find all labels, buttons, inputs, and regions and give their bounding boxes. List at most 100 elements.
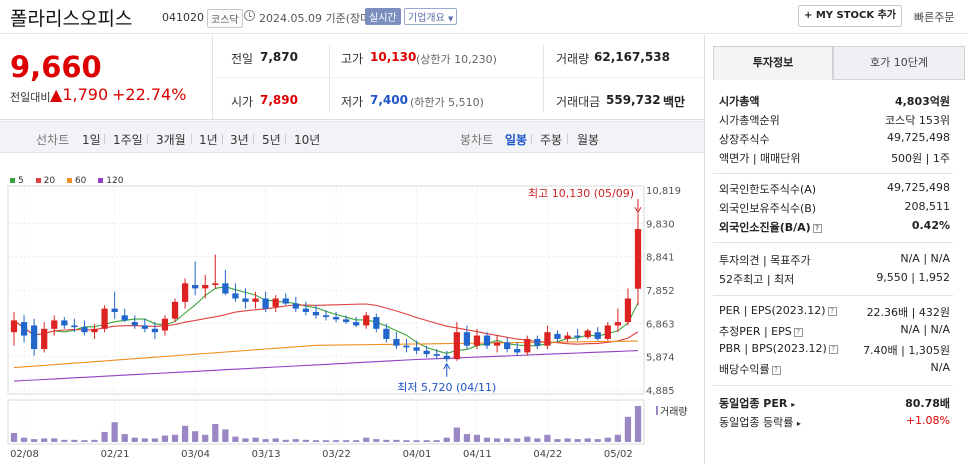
volume-bar (272, 438, 279, 442)
candle-body (192, 285, 199, 289)
x-tick-label: 02/21 (101, 449, 130, 460)
divider (147, 134, 148, 144)
volume-bar (564, 438, 571, 442)
info-row: PBR | BPS(2023.12)? 7.40배 | 1,305원 (713, 340, 953, 359)
volume-bar (574, 439, 581, 442)
volume-bar (493, 438, 501, 442)
legend-swatch (35, 178, 41, 183)
x-tick-label: 04/22 (533, 449, 562, 460)
volume-bar (554, 439, 561, 442)
volume-bar (151, 438, 159, 442)
volume-bar (161, 435, 169, 442)
tab-monthly[interactable]: 월봉 (577, 133, 600, 147)
opinion-value: N/A | N/A (900, 252, 950, 265)
volume-label: 거래량 (660, 406, 688, 418)
market-cap-label: 시가총액 (719, 95, 760, 108)
volume-bar (222, 429, 229, 442)
candle-body (504, 342, 511, 350)
est-per-value: N/A | N/A (900, 323, 950, 336)
stats-divider (543, 45, 544, 113)
up-triangle-icon: ▲ (50, 85, 63, 104)
high-label: 고가 (341, 52, 364, 66)
help-icon[interactable]: ? (793, 327, 803, 337)
tab-order-book[interactable]: 호가 10단계 (833, 46, 965, 80)
per-label: PER | EPS(2023.12)? (719, 304, 837, 317)
market-badge: 코스닥 (207, 9, 243, 28)
help-icon[interactable]: ? (771, 365, 781, 375)
date-basis: 2024.05.09 기준(장마감) (259, 12, 385, 25)
candle-body (343, 319, 350, 323)
candle-body (151, 328, 159, 333)
candle-body (524, 338, 531, 353)
help-icon[interactable]: ? (828, 344, 838, 354)
legend-swatch (66, 178, 72, 183)
help-icon[interactable]: ? (812, 223, 822, 233)
info-row: 외국인보유주식수(B) 208,511 (713, 198, 953, 217)
arrow-up-icon (443, 362, 451, 370)
tab-1w[interactable]: 1주일 (113, 133, 143, 147)
tab-5y[interactable]: 5년 (262, 133, 281, 147)
legend-swatch (10, 178, 15, 183)
week52-value: 9,550 | 1,952 (876, 271, 950, 284)
tab-weekly[interactable]: 주봉 (540, 133, 563, 147)
sector-change-value: +1.08% (905, 414, 950, 427)
ma-line-20 (13, 303, 639, 345)
volume-bar (181, 425, 189, 442)
face-value-value: 500원 | 1주 (891, 152, 950, 165)
tab-3m[interactable]: 3개월 (156, 133, 186, 147)
info-row: PER | EPS(2023.12)? 22.36배 | 432원 (713, 302, 953, 321)
stats-row-divider (214, 77, 704, 78)
volume-bar (302, 439, 309, 442)
stock-header: 폴라리스오피스 041020 코스닥 2024.05.09 기준(장마감) 실시… (0, 0, 968, 34)
divider (713, 173, 953, 174)
quick-order-link[interactable]: 빠른주문 (914, 11, 955, 24)
volume-bar (322, 440, 330, 442)
tab-1d[interactable]: 1일 (82, 133, 101, 147)
volume-bar (121, 434, 128, 442)
div-label: 배당수익률? (719, 361, 781, 377)
candle-body (302, 308, 309, 312)
foreign-limit-label: 외국인한도주식수(A) (719, 183, 817, 196)
tab-invest-info[interactable]: 투자정보 (713, 46, 833, 80)
tab-10y[interactable]: 10년 (294, 133, 321, 147)
y-tick-label: 4,885 (646, 386, 675, 397)
info-row: 배당수익률? N/A (713, 359, 953, 378)
market-cap-rank-value: 코스닥 153위 (885, 114, 950, 127)
tab-daily[interactable]: 일봉 (505, 133, 528, 147)
chevron-right-icon: ▸ (796, 419, 801, 428)
stock-chart[interactable]: 10,819 9,830 8,841 7,852 6,863 5,874 4,885 02/0… (0, 0, 704, 464)
clock-icon (244, 10, 255, 21)
volume-bar (604, 437, 611, 442)
realtime-button[interactable]: 실시간 (365, 8, 401, 25)
candle-body (453, 332, 460, 360)
week52-label: 52주최고 | 최저 (719, 273, 795, 286)
company-overview-dropdown[interactable]: 기업개요 ▼ (404, 8, 458, 25)
prev-close-value: 7,870 (260, 50, 298, 64)
x-tick-label: 03/13 (252, 449, 281, 460)
my-stock-add-button[interactable]: + MY STOCK 추가 (798, 5, 902, 27)
x-tick-label: 03/04 (181, 449, 210, 460)
y-tick-label: 8,841 (646, 253, 675, 264)
info-row: 동일업종 등락률 ▸ +1.08% (713, 412, 953, 431)
tab-1y[interactable]: 1년 (199, 133, 218, 147)
sector-section: 동일업종 PER ▸ 80.78배 동일업종 등락률 ▸ +1.08% (713, 393, 953, 431)
change-value: ▲1,790 (50, 85, 108, 104)
candle-body (493, 342, 501, 346)
y-tick-label: 6,863 (646, 319, 675, 330)
market-cap-section: 시가총액 4,803억원 시가총액순위 코스닥 153위 상장주식수 49,725,4… (713, 91, 953, 167)
candle-body (584, 330, 591, 338)
volume-bar (483, 437, 491, 442)
info-row: 투자의견 | 목표주가 N/A | N/A (713, 250, 953, 269)
candle-body (161, 318, 169, 331)
tab-3y[interactable]: 3년 (230, 133, 249, 147)
legend-swatch (98, 178, 104, 183)
sector-per-value: 80.78배 (905, 397, 950, 410)
plus-icon: + (803, 10, 816, 21)
candle-body (91, 328, 98, 333)
help-icon[interactable]: ? (827, 306, 837, 316)
candle-body (544, 332, 551, 346)
candle-body (403, 345, 410, 348)
pbr-label: PBR | BPS(2023.12)? (719, 342, 838, 355)
current-price: 9,660 (10, 50, 102, 84)
candle-body (624, 298, 632, 323)
